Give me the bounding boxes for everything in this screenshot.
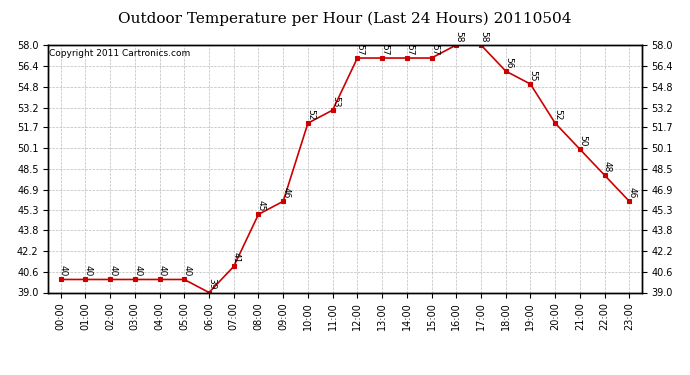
Text: 40: 40 xyxy=(183,266,192,277)
Text: 48: 48 xyxy=(603,161,612,172)
Text: 45: 45 xyxy=(257,200,266,211)
Text: 40: 40 xyxy=(133,266,142,277)
Text: 57: 57 xyxy=(430,44,439,55)
Text: Outdoor Temperature per Hour (Last 24 Hours) 20110504: Outdoor Temperature per Hour (Last 24 Ho… xyxy=(118,11,572,26)
Text: 39: 39 xyxy=(207,278,216,290)
Text: 46: 46 xyxy=(282,187,290,198)
Text: 58: 58 xyxy=(455,31,464,42)
Text: Copyright 2011 Cartronics.com: Copyright 2011 Cartronics.com xyxy=(50,49,190,58)
Text: 40: 40 xyxy=(158,266,167,277)
Text: 40: 40 xyxy=(59,266,68,277)
Text: 52: 52 xyxy=(553,109,562,120)
Text: 50: 50 xyxy=(578,135,587,146)
Text: 52: 52 xyxy=(306,109,315,120)
Text: 41: 41 xyxy=(232,252,241,264)
Text: 58: 58 xyxy=(480,31,489,42)
Text: 53: 53 xyxy=(331,96,340,107)
Text: 57: 57 xyxy=(405,44,414,55)
Text: 40: 40 xyxy=(83,266,92,277)
Text: 40: 40 xyxy=(108,266,117,277)
Text: 46: 46 xyxy=(628,187,637,198)
Text: 57: 57 xyxy=(380,44,389,55)
Text: 56: 56 xyxy=(504,57,513,68)
Text: 57: 57 xyxy=(355,44,364,55)
Text: 55: 55 xyxy=(529,70,538,81)
